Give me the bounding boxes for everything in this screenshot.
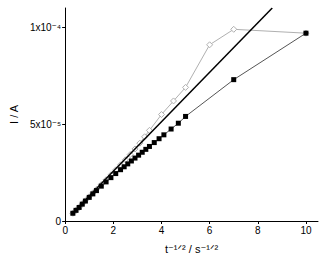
- svg-text:0: 0: [56, 216, 62, 227]
- svg-text:0: 0: [62, 225, 68, 236]
- svg-text:4: 4: [159, 225, 165, 236]
- svg-text:1x10⁻⁴: 1x10⁻⁴: [30, 22, 61, 33]
- svg-text:5x10⁻⁵: 5x10⁻⁵: [30, 119, 61, 130]
- svg-text:t⁻¹ᐟ² / s⁻¹ᐟ²: t⁻¹ᐟ² / s⁻¹ᐟ²: [165, 243, 219, 255]
- svg-text:6: 6: [207, 225, 213, 236]
- svg-text:10: 10: [300, 225, 312, 236]
- svg-text:8: 8: [255, 225, 261, 236]
- svg-text:I / A: I / A: [8, 104, 20, 124]
- svg-text:2: 2: [111, 225, 117, 236]
